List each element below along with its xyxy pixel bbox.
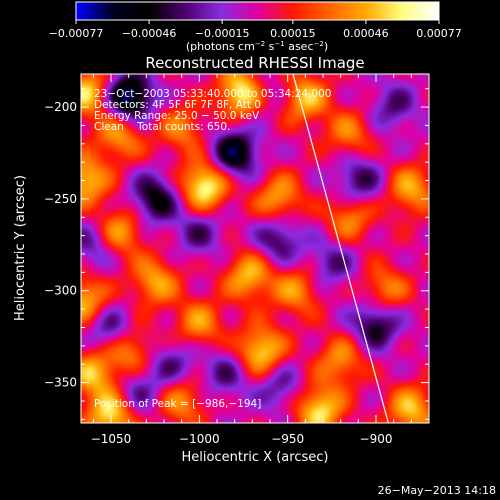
x-tick-label: −1000 bbox=[179, 432, 220, 446]
chart-title: Reconstructed RHESSI Image bbox=[145, 54, 364, 72]
solar-limb-line bbox=[292, 74, 389, 423]
x-tick-label: −950 bbox=[271, 432, 304, 446]
colorbar-tick-label: 0.00015 bbox=[270, 27, 316, 40]
annotation-energy-range: Energy Range: 25.0 − 50.0 keV bbox=[94, 110, 260, 122]
x-tick-label: −1050 bbox=[91, 432, 132, 446]
colorbar-tick-label: −0.00046 bbox=[122, 27, 177, 40]
colorbar-tick-label: 0.00077 bbox=[416, 27, 462, 40]
colorbar-tick-label: 0.00046 bbox=[343, 27, 389, 40]
colorbar-tick-label: −0.00015 bbox=[195, 27, 250, 40]
annotation-peak-position: Position of Peak = [−986,−194] bbox=[94, 398, 261, 410]
colorbar-tick-label: −0.00077 bbox=[49, 27, 104, 40]
y-axis-label: Heliocentric Y (arcsec) bbox=[13, 175, 28, 321]
y-tick-label: −300 bbox=[44, 284, 77, 298]
footer-timestamp: 26−May−2013 14:18 bbox=[378, 484, 496, 497]
colorbar-ticks: −0.00077 −0.00046 −0.00015 0.00015 0.00046 0.… bbox=[49, 20, 462, 40]
annotation-clean-counts: Clean Total counts: 650. bbox=[94, 121, 230, 133]
plot-frame bbox=[80, 73, 430, 424]
x-tick-label: −900 bbox=[360, 432, 393, 446]
axis-ticks: −1050 −1000 −950 −900 −200 −250 −300 −350 bbox=[44, 74, 430, 446]
annotation-time-range: 23−Oct−2003 05:33:40.000 to 05:34:24.000 bbox=[94, 88, 331, 100]
y-tick-label: −350 bbox=[44, 376, 77, 390]
colorbar-gradient bbox=[76, 2, 439, 20]
x-axis-label: Heliocentric X (arcsec) bbox=[182, 450, 329, 465]
annotation-detectors: Detectors: 4F 5F 6F 7F 8F, Att 0 bbox=[94, 99, 261, 111]
colorbar-unit-label: (photons cm−2 s−1 asec−2) bbox=[186, 40, 328, 53]
heatmap-image bbox=[81, 74, 429, 423]
y-tick-label: −250 bbox=[44, 192, 77, 206]
colorbar-frame bbox=[75, 1, 440, 21]
y-tick-label: −200 bbox=[44, 100, 77, 114]
